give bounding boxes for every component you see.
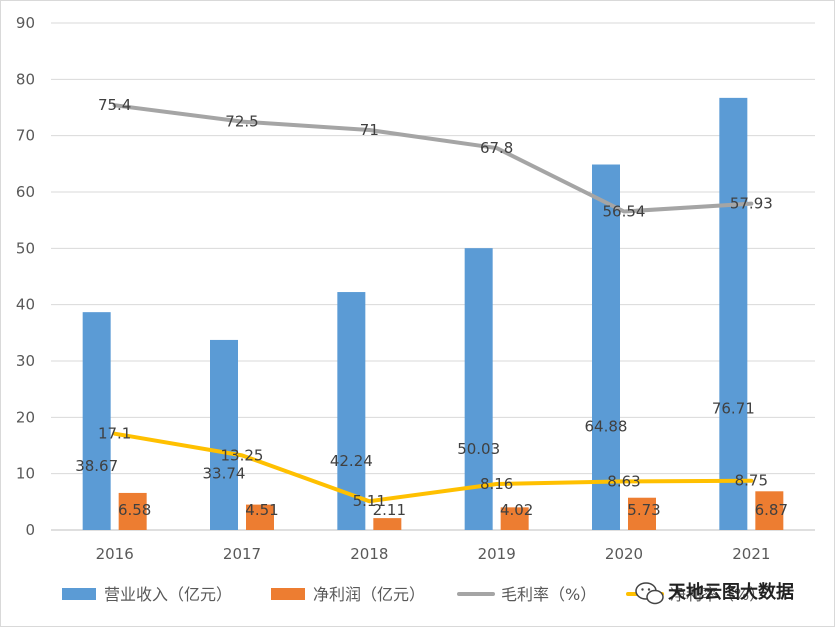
data-label: 72.5 (225, 113, 258, 131)
x-tick-label: 2021 (732, 545, 770, 563)
data-label: 6.58 (118, 501, 151, 519)
bar (246, 504, 274, 530)
data-label: 33.74 (203, 465, 246, 483)
legend-label: 净利率（%） (670, 585, 765, 604)
x-tick-label: 2019 (478, 545, 516, 563)
data-label: 38.67 (75, 457, 118, 475)
data-label: 2.11 (373, 501, 406, 519)
x-tick-label: 2017 (223, 545, 261, 563)
data-label: 17.1 (98, 425, 131, 443)
y-axis: 0 10 20 30 40 50 60 70 80 90 (16, 14, 35, 539)
data-label: 67.8 (480, 139, 513, 157)
bar (500, 507, 529, 530)
data-label: 8.75 (735, 472, 768, 490)
legend-swatch (62, 588, 96, 600)
bar (373, 518, 402, 530)
y-tick-label: 90 (16, 14, 35, 32)
watermark-text: 天地云图大数据 (668, 581, 794, 603)
data-labels: 38.67 33.74 42.24 50.03 64.88 76.71 6.58 4.51 2.… (75, 96, 788, 519)
data-label: 5.11 (353, 492, 386, 510)
y-tick-label: 70 (16, 127, 35, 145)
data-label: 13.25 (221, 446, 264, 464)
y-tick-label: 0 (25, 521, 35, 539)
data-label: 8.16 (480, 475, 513, 493)
bar (118, 492, 147, 530)
watermark: 天地云图大数据 (635, 581, 794, 605)
bar (82, 312, 111, 530)
bar (464, 248, 493, 530)
legend-swatch (271, 588, 305, 600)
data-label: 6.87 (755, 501, 788, 519)
y-tick-label: 40 (16, 296, 35, 314)
x-tick-label: 2018 (350, 545, 388, 563)
y-tick-label: 80 (16, 70, 35, 88)
data-label: 76.71 (712, 399, 755, 417)
bar (628, 497, 656, 530)
bar (719, 97, 748, 530)
data-label: 71 (360, 121, 379, 139)
legend-label: 毛利率（%） (501, 585, 596, 604)
x-axis: 2016 2017 2018 2019 2020 2021 (51, 529, 815, 563)
y-tick-label: 10 (16, 465, 35, 483)
bar (755, 491, 784, 530)
y-tick-label: 30 (16, 352, 35, 370)
gridlines (51, 22, 815, 475)
data-label: 8.63 (607, 472, 640, 490)
bar (592, 164, 620, 530)
wechat-icon (635, 582, 664, 605)
bar (210, 339, 238, 530)
data-label: 5.73 (627, 501, 660, 519)
y-tick-label: 20 (16, 408, 35, 426)
legend-label: 净利润（亿元） (313, 585, 425, 604)
x-tick-label: 2016 (96, 545, 134, 563)
data-label: 64.88 (585, 417, 628, 435)
series-line (112, 103, 754, 214)
legend-label: 营业收入（亿元） (104, 585, 232, 604)
series-line (112, 431, 754, 504)
bar-series (82, 97, 784, 530)
data-label: 42.24 (330, 452, 373, 470)
y-tick-label: 50 (16, 239, 35, 257)
line-series (112, 103, 754, 504)
data-label: 4.02 (500, 501, 533, 519)
data-label: 56.54 (603, 202, 646, 220)
x-tick-label: 2020 (605, 545, 643, 563)
data-label: 50.03 (457, 440, 500, 458)
data-label: 75.4 (98, 96, 131, 114)
data-label: 57.93 (730, 195, 773, 213)
data-label: 4.51 (245, 501, 278, 519)
y-tick-label: 60 (16, 183, 35, 201)
